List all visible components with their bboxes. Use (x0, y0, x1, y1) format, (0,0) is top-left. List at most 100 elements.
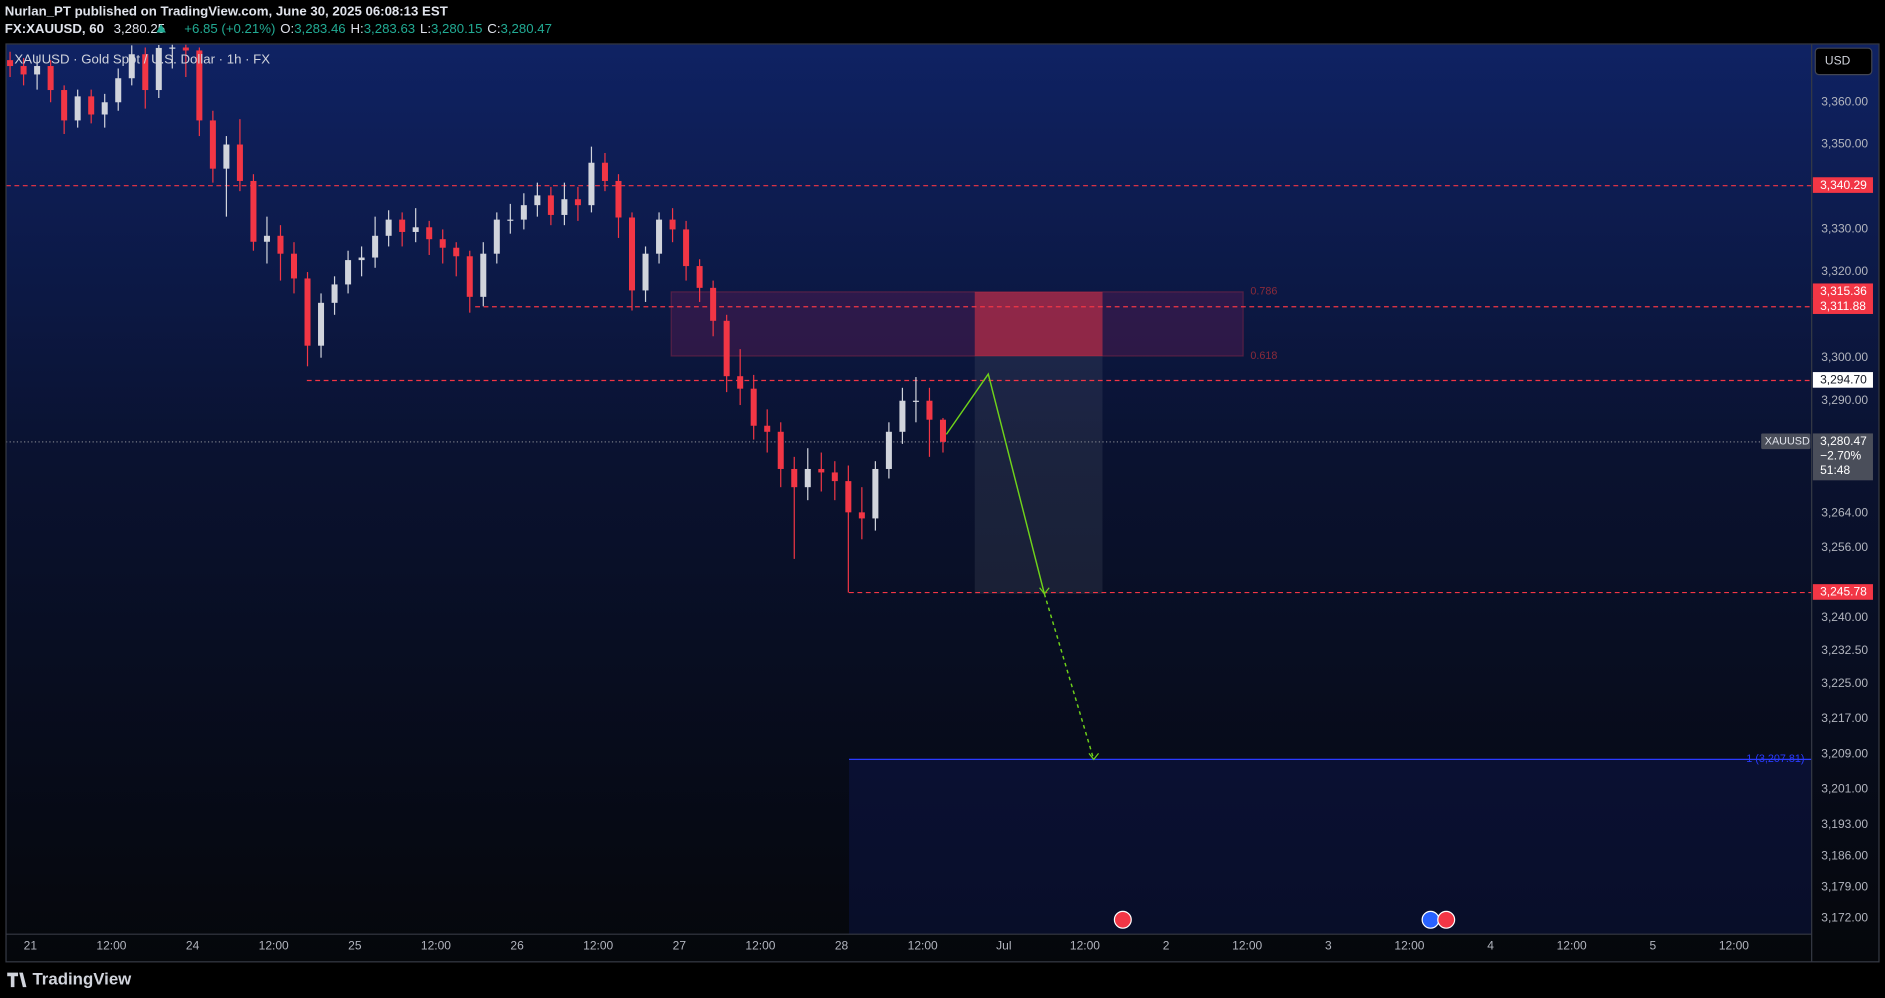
y-tick-label: 3,256.00 (1821, 540, 1868, 554)
candle-body (804, 468, 811, 488)
last-symbol-bg (1761, 433, 1811, 450)
candle-body (885, 431, 892, 469)
x-tick-label: 12:00 (908, 938, 938, 952)
y-tick-label: 3,186.00 (1821, 848, 1868, 862)
x-tick-label: 28 (835, 938, 849, 952)
candle-body (223, 144, 230, 169)
currency-button[interactable] (1814, 47, 1873, 76)
candle-body (493, 219, 500, 254)
y-tick-label: 3,290.00 (1821, 393, 1868, 407)
candle-body (669, 219, 676, 230)
ohlc-value: 3,280.15 (431, 20, 482, 35)
x-tick-label: 12:00 (421, 938, 451, 952)
y-tick-label: 3,172.00 (1821, 911, 1868, 925)
x-tick-label: 25 (348, 938, 362, 952)
candle-body (115, 78, 122, 103)
x-tick-label: Jul (996, 938, 1011, 952)
candle-body (574, 199, 581, 206)
candle-body (561, 199, 568, 215)
plot: 0.786 0.618 (6, 44, 1812, 935)
last-price: 3,280.47 (1820, 434, 1867, 448)
y-tick-label: 3,232.50 (1821, 643, 1868, 657)
currency: USD (1825, 54, 1851, 68)
price-label-bg (1812, 372, 1873, 388)
candle-body (872, 468, 879, 519)
candle-body (236, 144, 243, 181)
candle-body (534, 195, 541, 206)
candle-body (453, 247, 460, 257)
candle-body (263, 235, 270, 242)
candle-body (656, 219, 663, 254)
price-label-bg (1812, 298, 1873, 314)
fib-level-label: 0.618 (1250, 350, 1277, 362)
candle-body (101, 102, 108, 115)
price-label-bg (1812, 584, 1873, 600)
x-tick-label: 2 (1163, 938, 1170, 952)
candle-body (818, 468, 825, 473)
x-tick-label: 12:00 (1232, 938, 1262, 952)
ohlc-value: 3,283.63 (364, 20, 415, 35)
x-tick-label: 24 (186, 938, 200, 952)
x-tick-label: 12:00 (745, 938, 775, 952)
price-label: 3,294.70 (1820, 373, 1867, 387)
candle-body (831, 472, 838, 482)
symbol-line: FX:XAUUSD, 60 3,280.25 +6.85 (+0.21%) O:3,2… (5, 20, 552, 35)
candle-body (331, 284, 338, 303)
ohlc-value: 3,283.46 (294, 20, 345, 35)
candle-body (899, 400, 906, 432)
candle-body (20, 66, 27, 75)
logo-icon (7, 972, 27, 988)
ohlc-key: H: (350, 20, 363, 35)
y-tick-label: 3,350.00 (1821, 137, 1868, 151)
y-tick-label: 3,209.00 (1821, 746, 1868, 760)
candle-body (737, 376, 744, 389)
candle-body (169, 47, 176, 49)
x-tick-label: 12:00 (259, 938, 289, 952)
fib-axis-label: 3,315.36 (1820, 284, 1867, 298)
x-tick-label: 12:00 (583, 938, 613, 952)
y-tick-label: 3,264.00 (1821, 505, 1868, 519)
x-tick-label: 12:00 (1394, 938, 1424, 952)
candle-body (696, 266, 703, 288)
candle-body (399, 219, 406, 232)
candle-body (358, 257, 365, 261)
candle-body (426, 227, 433, 240)
candle-body (318, 302, 325, 346)
candle-body (480, 253, 487, 297)
y-tick-label: 3,300.00 (1821, 350, 1868, 364)
candle-body (182, 47, 189, 51)
fib-level-label: 0.786 (1250, 286, 1277, 298)
event-icon[interactable] (1437, 910, 1456, 929)
ohlc-key: O: (280, 20, 294, 35)
candle-body (290, 253, 298, 279)
candle-body (34, 66, 41, 75)
candle-body (250, 180, 257, 242)
event-icon[interactable] (1113, 910, 1132, 929)
candle-body (466, 256, 473, 297)
candle-body (507, 219, 514, 221)
candle-body (710, 287, 717, 321)
symbol: FX:XAUUSD, 60 (5, 20, 104, 35)
event-icon[interactable] (1421, 910, 1440, 929)
countdown: 51:48 (1820, 463, 1850, 477)
overlay: 1 (3,207.81) (1746, 753, 1804, 765)
target-label: 1 (3,207.81) (1746, 753, 1804, 765)
y-tick-label: 3,225.00 (1821, 676, 1868, 690)
x-tick-label: 5 (1649, 938, 1656, 952)
x-tick-label: 26 (510, 938, 524, 952)
price-label: 3,311.88 (1820, 299, 1866, 313)
candle-body (277, 235, 284, 254)
price-label: 3,245.78 (1820, 585, 1867, 599)
candle-body (764, 425, 771, 432)
candle-body (939, 419, 946, 442)
x-tick-label: 4 (1487, 938, 1494, 952)
chart-background (6, 44, 1879, 962)
x-tick-label: 27 (673, 938, 687, 952)
candle-body (912, 400, 919, 402)
candle-body (385, 219, 392, 236)
last-price-bg (1812, 433, 1873, 481)
candle-body (777, 431, 784, 469)
candle-body (155, 47, 162, 91)
position-stop (974, 291, 1103, 356)
